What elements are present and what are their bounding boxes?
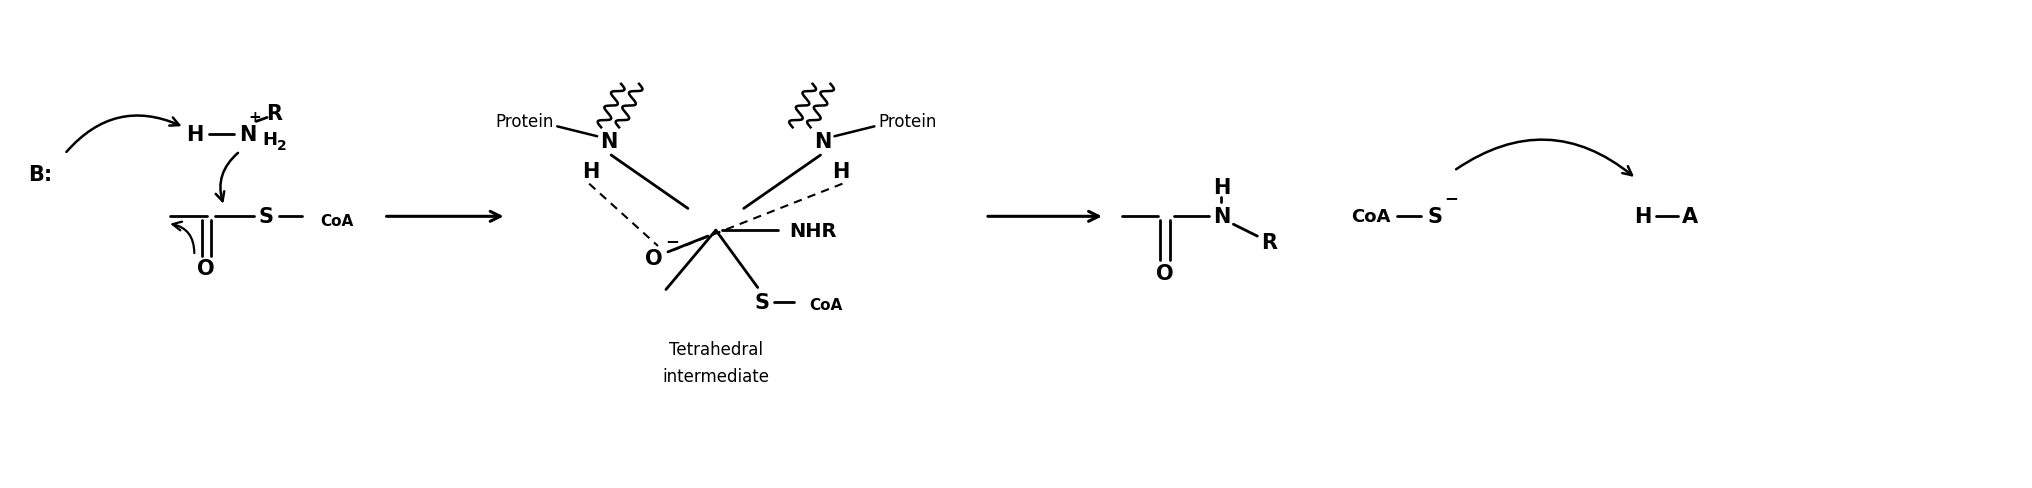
Text: O: O <box>646 248 662 268</box>
Text: +: + <box>248 110 262 125</box>
Text: B:: B: <box>28 164 53 184</box>
Text: H: H <box>583 162 599 182</box>
Text: O: O <box>197 258 215 278</box>
Text: −: − <box>664 232 679 249</box>
Text: S: S <box>754 293 770 313</box>
Text: CoA: CoA <box>809 297 843 312</box>
Text: NHR: NHR <box>790 221 837 240</box>
Text: intermediate: intermediate <box>662 368 770 386</box>
Text: S: S <box>1426 207 1443 227</box>
Text: H: H <box>187 125 203 145</box>
Text: Tetrahedral: Tetrahedral <box>669 340 762 358</box>
Text: O: O <box>1156 263 1172 283</box>
Text: N: N <box>815 132 831 152</box>
Text: −: − <box>1445 188 1457 206</box>
Text: N: N <box>1213 207 1229 227</box>
Text: R: R <box>266 104 282 124</box>
Text: 2: 2 <box>276 139 287 153</box>
Text: Protein: Protein <box>878 113 937 131</box>
Text: N: N <box>599 132 618 152</box>
Text: CoA: CoA <box>1351 208 1390 226</box>
Text: H: H <box>262 131 278 149</box>
Text: A: A <box>1682 207 1699 227</box>
Text: H: H <box>1213 177 1229 197</box>
Text: CoA: CoA <box>319 213 354 228</box>
Text: Protein: Protein <box>496 113 553 131</box>
Text: R: R <box>1262 233 1278 252</box>
Text: H: H <box>831 162 849 182</box>
Text: S: S <box>258 207 274 227</box>
Text: N: N <box>240 125 256 145</box>
Text: H: H <box>1634 207 1652 227</box>
